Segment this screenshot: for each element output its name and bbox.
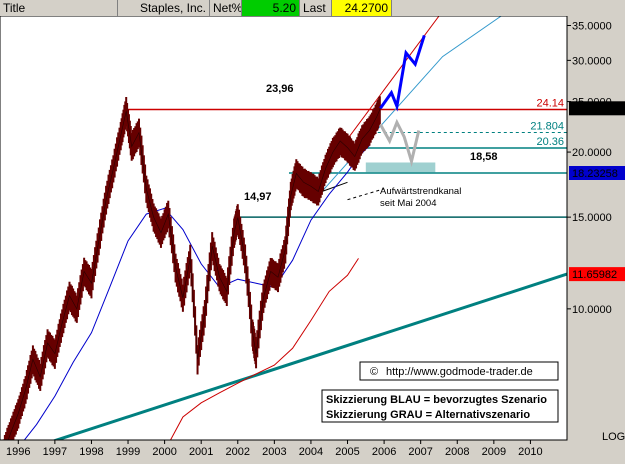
x-tick-label: 1997: [43, 446, 67, 458]
level-label: 24.14: [536, 98, 564, 110]
x-tick-label: 2009: [482, 446, 506, 458]
title-label: Title: [0, 0, 118, 16]
x-tick-label: 2010: [518, 446, 542, 458]
netpct-value: 5.20: [242, 0, 300, 16]
moving-average-long: [169, 258, 359, 440]
grey-scenario-path: [379, 118, 421, 168]
level-1858-label: 18,58: [470, 151, 498, 163]
high-1999-label: 23,96: [266, 83, 294, 95]
x-tick-label: 2008: [445, 446, 469, 458]
price-close-line: [7, 108, 381, 440]
channel-pointer-line: [347, 188, 385, 201]
x-tick-label: 1996: [6, 446, 30, 458]
copyright-symbol: ©: [370, 366, 378, 378]
x-tick-label: 2003: [262, 446, 286, 458]
website-box: [359, 361, 559, 381]
channel-caption-line2: seit Mai 2004: [380, 198, 437, 209]
level-label: 21.804: [530, 121, 564, 133]
x-tick-label: 2006: [372, 446, 396, 458]
support-zone: [365, 162, 436, 173]
x-tick-label: 2007: [408, 446, 432, 458]
price-tag-label: 24.2700: [572, 103, 612, 115]
price-tag: [569, 165, 625, 180]
x-tick-label: 2002: [226, 446, 250, 458]
price-tag-label: 18.23258: [572, 168, 618, 180]
x-tick-label: 1999: [116, 446, 140, 458]
legend-grey-text: Skizzierung GRAU = Alternativszenario: [326, 409, 530, 421]
scale-label: LOG: [602, 431, 625, 443]
plot-border: [0, 15, 568, 441]
instrument-name: Staples, Inc.: [118, 0, 210, 16]
y-tick-label: 10.0000: [572, 304, 612, 316]
moving-average-short: [23, 145, 370, 440]
header-bar: Title Staples, Inc. Net% 5.20 Last 24.27…: [0, 0, 625, 16]
y-tick-label: 20.0000: [572, 147, 612, 159]
last-value: 24.2700: [332, 0, 392, 16]
y-tick-label: 15.0000: [572, 212, 612, 224]
price-tag-label: 11.65982: [572, 269, 617, 281]
low-2002-label: 14,97: [244, 191, 272, 203]
price-tag: [569, 101, 625, 116]
long-term-trendline: [51, 272, 567, 440]
channel-caption-line1: Aufwärtstrendkanal: [380, 186, 461, 197]
overlay-lines: [2, 16, 567, 440]
x-tick-label: 2000: [152, 446, 176, 458]
x-tick-label: 1998: [79, 446, 103, 458]
x-tick-label: 2004: [299, 446, 323, 458]
y-tick-label: 35.0000: [572, 20, 612, 32]
level-label: 20.36: [536, 136, 564, 148]
netpct-label: Net%: [210, 0, 242, 16]
x-tick-label: 2005: [335, 446, 359, 458]
header-spacer: [392, 0, 625, 16]
legend-blue-text: Skizzierung BLAU = bevorzugtes Szenario: [326, 394, 547, 406]
website-label: http://www.godmode-trader.de: [386, 366, 533, 378]
x-tick-label: 2001: [189, 446, 213, 458]
last-label: Last: [300, 0, 332, 16]
legend-box: [321, 389, 559, 423]
y-tick-label: 30.0000: [572, 55, 612, 67]
price-tag: [569, 267, 625, 282]
blue-scenario-path: [379, 34, 426, 112]
